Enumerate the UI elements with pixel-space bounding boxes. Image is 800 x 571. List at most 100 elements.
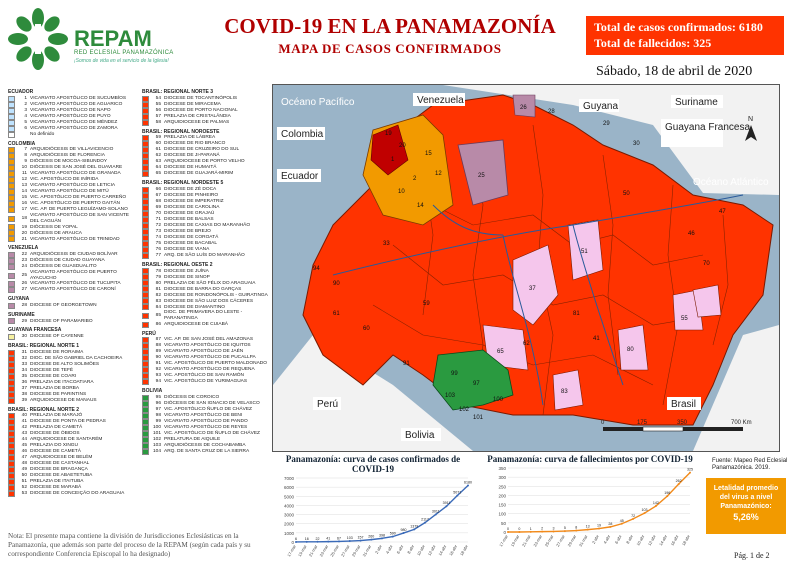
legend-label: DIOC. DE SÃO GABRIEL DA CACHOEIRA bbox=[30, 355, 123, 361]
legend-swatch bbox=[8, 131, 15, 138]
svg-text:N: N bbox=[748, 116, 753, 123]
legend-item: 12 VIC. APOSTÓLICO DE INÍRIDA bbox=[8, 177, 136, 184]
legend-heading: PERÚ bbox=[142, 330, 156, 337]
legend-number: 73 bbox=[155, 228, 161, 234]
legend-swatch bbox=[142, 119, 149, 126]
legend-item: 27 VICARIATO APOSTÓLICO DE CARONÍ bbox=[8, 287, 136, 294]
legend-number: 60 bbox=[155, 141, 161, 147]
lethality-box: Letalidad promedio del virus a nivel Pan… bbox=[706, 478, 786, 534]
legend-label: VICARIATO APOSTÓLICO DE MITÚ bbox=[30, 189, 109, 195]
legend-heading: BRASIL: REGIONAL NORTE 2 bbox=[8, 406, 80, 413]
legend-label: DIOCESE DE COARI bbox=[30, 373, 77, 379]
legend-swatch bbox=[8, 437, 15, 444]
legend-number: 69 bbox=[155, 204, 161, 210]
peru-label-bg bbox=[313, 397, 341, 410]
legend-label: VICARIATO APOSTÓLICO DE MÉNDEZ bbox=[30, 119, 118, 125]
legend-label: DIOCESE DE PINHEIRO bbox=[164, 192, 219, 198]
legend-swatch bbox=[142, 373, 149, 380]
legend-label: DIOCESE DE RORAIMA bbox=[30, 349, 84, 355]
legend-item: 31 DIOCESE DE RORAIMA bbox=[8, 349, 136, 356]
legend-item: 23 DIÓCESIS DE CIUDAD GUAYANA bbox=[8, 257, 136, 264]
legend-label: PRELAZIA DE SÃO FÉLIX DO ARAGUAIA bbox=[164, 280, 256, 286]
x-tick-label: 2-abr bbox=[591, 533, 600, 544]
legend-item: 14 VICARIATO APOSTÓLICO DE MITÚ bbox=[8, 189, 136, 196]
legend-label: DIOCESE DE CAMETÁ bbox=[30, 449, 81, 455]
legend-item: 75 DIOCESE DE BACABAL bbox=[142, 240, 270, 247]
x-tick-label: 17-mar bbox=[286, 543, 297, 557]
repam-cross-icon bbox=[8, 8, 68, 70]
legend-item: 59 PRELAZIA DE LÁBREA bbox=[142, 135, 270, 142]
legend-swatch bbox=[8, 171, 15, 178]
legend-item: 57 PRELAZIA DE CRISTALÂNDIA bbox=[142, 113, 270, 120]
legend-number: 49 bbox=[21, 467, 27, 473]
rivers bbox=[332, 194, 744, 406]
deaths-chart: Panamazonía: curva de fallecimientos por… bbox=[484, 454, 696, 570]
page-subtitle: MAPA DE CASOS CONFIRMADOS bbox=[278, 41, 502, 56]
legend-number: 87 bbox=[155, 337, 161, 343]
data-point bbox=[677, 483, 680, 486]
legend-label: DIOCESE OF CAYENNE bbox=[30, 334, 84, 340]
legend-swatch bbox=[8, 491, 15, 498]
legend-item: 30 DIOCESE OF CAYENNE bbox=[8, 333, 136, 340]
legend-label: VICARIATO APOSTÓLICO DE AGUARICO bbox=[30, 101, 123, 107]
legend-item: 72 DIOCESE DE CAXIAS DO MARANHÃO bbox=[142, 222, 270, 229]
legend-label: DIOCESE DE BALSAS bbox=[164, 216, 214, 222]
scale-label: 175 bbox=[637, 420, 648, 426]
totals-box: Total de casos confirmados: 6180 Total d… bbox=[586, 16, 784, 55]
legend-label: VIC. APOSTÓLICO DE PUERTO CARREÑO bbox=[30, 195, 127, 201]
legend-number: 46 bbox=[21, 449, 27, 455]
legend-item: 83 DIOCESE DE SÃO LUIZ DOS CÁCERES bbox=[142, 298, 270, 305]
legend-swatch bbox=[8, 159, 15, 166]
legend-swatch bbox=[8, 425, 15, 432]
lethality-line2: del virus a nivel bbox=[719, 494, 773, 501]
data-label: 22 bbox=[316, 537, 320, 541]
legend-label: ARQUIDIOCESE DE MANAUS bbox=[30, 397, 97, 403]
legend-label: ARQUIDIOCESE DE PALMAS bbox=[164, 119, 230, 125]
legend-swatch bbox=[8, 318, 15, 325]
legend-label: VICARIATO APOSTÓLICO DE IQUITOS bbox=[164, 343, 251, 349]
data-label: 8 bbox=[575, 526, 577, 530]
region-number: 61 bbox=[333, 311, 340, 317]
region-number: 12 bbox=[435, 171, 442, 177]
data-point bbox=[529, 530, 532, 533]
legend-item: 9 DIÓCESIS DE MOCOA-SIBUNDOY bbox=[8, 159, 136, 166]
legend-item: 61 DIOCESE DE CRUZEIRO DO SUL bbox=[142, 147, 270, 154]
legend-number: 29 bbox=[21, 318, 27, 324]
legend-label: DIOCESE DE ÓBIDOS bbox=[30, 431, 80, 437]
data-point bbox=[424, 521, 426, 524]
legend-item: 71 DIOCESE DE BALSAS bbox=[142, 216, 270, 223]
legend-label: DIÓCESIS DE COROICO bbox=[164, 394, 220, 400]
legend-swatch bbox=[8, 385, 15, 392]
legend-swatch bbox=[142, 312, 149, 319]
legend-swatch bbox=[142, 246, 149, 253]
legend-label: DIOC. DE PRIMAVERA DO LESTE - PARANATING… bbox=[164, 310, 243, 321]
legend-number: 9 bbox=[24, 159, 27, 165]
legend-number: 14 bbox=[21, 189, 27, 195]
map-panel: 19 20 1 2 10 12 14 15 25 26 28 29 30 33 … bbox=[272, 84, 780, 452]
page-number: Pág. 1 de 2 bbox=[734, 551, 770, 560]
legend-number: 65 bbox=[155, 171, 161, 177]
legend-swatch bbox=[8, 107, 15, 114]
legend-number: 12 bbox=[21, 177, 27, 183]
legend-number: 43 bbox=[21, 431, 27, 437]
region-number: 91 bbox=[403, 361, 410, 367]
x-tick-label: 16-abr bbox=[669, 533, 679, 546]
x-tick-label: 29-mar bbox=[566, 533, 577, 547]
region-numbers: 19 20 1 2 10 12 14 15 25 26 28 29 30 33 … bbox=[313, 105, 726, 421]
y-tick-label: 3000 bbox=[284, 513, 295, 518]
legend: ECUADOR 1 VICARIATO APOSTÓLICO DE SUCUMBÍO… bbox=[8, 86, 270, 504]
legend-item: 43 DIOCESE DE ÓBIDOS bbox=[8, 431, 136, 438]
data-label: 2 bbox=[541, 527, 543, 531]
x-tick-label: 19-mar bbox=[510, 533, 521, 547]
cases-chart-title: Panamazonía: curva de casos confirmados … bbox=[285, 454, 461, 474]
x-tick-label: 12-abr bbox=[647, 533, 657, 546]
legend-item: 90 VICARIATO APOSTÓLICO DE PUCALLPA bbox=[142, 355, 270, 362]
legend-heading: BRASIL: REGIONAL NORTE 1 bbox=[8, 342, 80, 349]
legend-label: DIOCESE DE BARRA DO GARÇAS bbox=[164, 286, 242, 292]
data-label: 398 bbox=[379, 533, 385, 537]
legend-item: 50 DIOCESE DE ABAETETUBA bbox=[8, 473, 136, 480]
legend-number: 4 bbox=[24, 113, 27, 119]
legend-heading: BOLIVIA bbox=[142, 388, 163, 395]
region-80 bbox=[617, 324, 649, 371]
